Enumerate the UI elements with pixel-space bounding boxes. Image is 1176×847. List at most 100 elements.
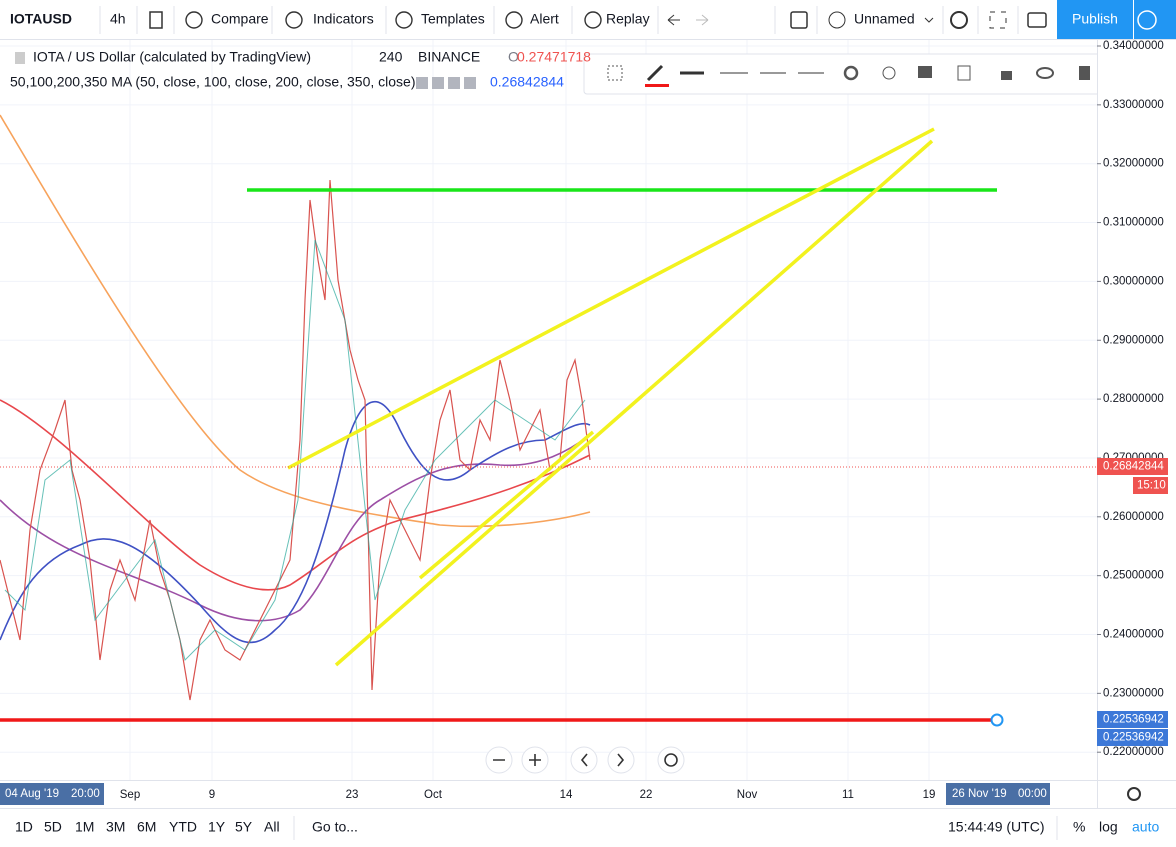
- legend-title: IOTA / US Dollar (calculated by TradingV…: [33, 49, 311, 65]
- publish-label[interactable]: Publish: [1072, 11, 1118, 27]
- layout-toggle[interactable]: [790, 11, 808, 29]
- chart-pane: [0, 114, 1097, 727]
- toolbar-button[interactable]: Replay: [606, 11, 650, 27]
- publish-button[interactable]: [1057, 0, 1133, 39]
- cursor-end-box: [946, 783, 1050, 805]
- trendline-upper: [287, 127, 935, 470]
- price-tick-label: 0.32000000: [1103, 158, 1164, 170]
- drawing-toolbar: [583, 53, 1103, 95]
- range-button[interactable]: 1Y: [208, 819, 226, 835]
- price-tick-label: 0.24000000: [1103, 629, 1164, 641]
- top-toolbar: [0, 0, 1176, 40]
- alert-icon[interactable]: [882, 66, 896, 80]
- time-tick-label: 11: [842, 789, 854, 801]
- price-series-up: [4, 239, 586, 661]
- time-tick-label: 22: [640, 789, 653, 801]
- price-tick-label: 0.26000000: [1103, 511, 1164, 523]
- last-price-box: [1097, 458, 1168, 475]
- indicator-control[interactable]: [448, 77, 460, 89]
- snapshot[interactable]: [1027, 12, 1047, 28]
- range-button[interactable]: YTD: [169, 819, 197, 835]
- range-button[interactable]: 1D: [15, 819, 33, 835]
- indicator-name: 50,100,200,350 MA (50, close, 100, close…: [10, 74, 415, 90]
- scale-toggle[interactable]: %: [1073, 819, 1085, 835]
- settings-icon[interactable]: [843, 65, 859, 81]
- range-button[interactable]: 5Y: [235, 819, 253, 835]
- indicator-control[interactable]: [432, 77, 444, 89]
- level-label: 0.22536942: [1103, 732, 1164, 744]
- grid: [0, 40, 1097, 780]
- button-icon: [285, 11, 303, 29]
- countdown-box: [1133, 477, 1168, 494]
- range-button[interactable]: 3M: [106, 819, 125, 835]
- button-icon: [395, 11, 413, 29]
- time-tick-label: Nov: [737, 789, 758, 801]
- time-tick-label: 23: [346, 789, 359, 801]
- time-tick-label: Oct: [424, 789, 443, 801]
- range-button[interactable]: All: [264, 819, 280, 835]
- price-tick-label: 0.25000000: [1103, 570, 1164, 582]
- price-tick-label: 0.22000000: [1103, 746, 1164, 758]
- ma-350: [0, 114, 591, 528]
- toolbar-button[interactable]: Compare: [211, 11, 269, 27]
- reset-zoom[interactable]: [657, 746, 685, 774]
- axis-settings[interactable]: [1127, 787, 1141, 801]
- price-tick-label: 0.28000000: [1103, 393, 1164, 405]
- legend-exchange: BINANCE: [418, 49, 480, 65]
- hide-icon[interactable]: [1036, 67, 1054, 79]
- fullscreen[interactable]: [989, 11, 1007, 29]
- indicator-control[interactable]: [416, 77, 428, 89]
- range-button[interactable]: 5D: [44, 819, 62, 835]
- range-button[interactable]: 6M: [137, 819, 156, 835]
- layout-chevron: [924, 17, 934, 23]
- select-icon[interactable]: [607, 65, 623, 81]
- symbol[interactable]: IOTAUSD: [10, 11, 72, 27]
- ohlc-label: O: [508, 49, 519, 65]
- indicator-value: 0.26842844: [490, 74, 564, 90]
- price-tick-label: 0.31000000: [1103, 217, 1164, 229]
- goto-button[interactable]: Go to...: [312, 819, 358, 835]
- ma-50: [0, 400, 591, 644]
- range-button[interactable]: 1M: [75, 819, 94, 835]
- interval[interactable]: 4h: [110, 11, 126, 27]
- reset-icon: [664, 753, 678, 767]
- chart-style-icon[interactable]: [149, 11, 163, 29]
- visibility-icon[interactable]: [918, 66, 932, 78]
- undo[interactable]: [667, 14, 680, 26]
- level-box: [1097, 729, 1168, 746]
- delete-icon[interactable]: [1079, 66, 1090, 80]
- clock: 15:44:49 (UTC): [948, 819, 1044, 835]
- lock-icon[interactable]: [1001, 71, 1012, 80]
- drawing-toolbar-bg: [583, 53, 1103, 95]
- scale-toggle[interactable]: auto: [1132, 819, 1159, 835]
- price-axis: [1097, 40, 1176, 780]
- legend-price: 0.27471718: [517, 49, 591, 65]
- settings[interactable]: [950, 11, 968, 29]
- clone-icon[interactable]: [957, 65, 971, 81]
- scroll-left[interactable]: [570, 746, 598, 774]
- play-button[interactable]: [1134, 0, 1176, 39]
- indicator-control[interactable]: [464, 77, 476, 89]
- level-label: 0.22536942: [1103, 714, 1164, 726]
- scroll-right[interactable]: [607, 746, 635, 774]
- last-price-label: 0.26842844: [1103, 461, 1164, 473]
- cursor-start-box: [0, 783, 104, 805]
- color-swatch[interactable]: [645, 84, 669, 87]
- layout-name[interactable]: Unnamed: [854, 11, 915, 27]
- pencil-icon[interactable]: [646, 64, 664, 82]
- play-icon: [1137, 10, 1157, 30]
- symbol-logo: [15, 52, 25, 64]
- price-series: [0, 179, 591, 701]
- zoom-controls: [485, 746, 685, 774]
- support-handle[interactable]: [990, 713, 1004, 727]
- redo[interactable]: [696, 14, 709, 26]
- time-tick-label: Sep: [120, 789, 140, 801]
- scale-toggle[interactable]: log: [1099, 819, 1118, 835]
- ma-200: [0, 399, 591, 591]
- toolbar-button[interactable]: Templates: [421, 11, 485, 27]
- toolbar-button[interactable]: Indicators: [313, 11, 374, 27]
- toolbar-button[interactable]: Alert: [530, 11, 559, 27]
- cursor-end-date: 26 Nov '19: [952, 788, 1007, 800]
